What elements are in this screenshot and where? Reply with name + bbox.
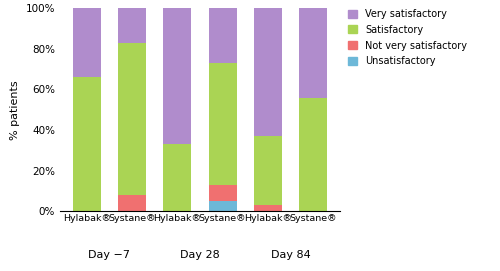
Bar [164,8,192,144]
Bar [118,43,146,195]
Bar [118,8,146,43]
Bar [299,8,328,98]
Bar [208,8,236,63]
Bar [254,136,282,205]
Bar [208,201,236,211]
Bar [164,144,192,211]
Text: Day 84: Day 84 [270,250,310,260]
Bar [299,98,328,211]
Bar [72,77,101,211]
Bar [254,8,282,136]
Y-axis label: % patients: % patients [10,80,20,140]
Bar [208,185,236,201]
Bar [254,205,282,211]
Text: Day −7: Day −7 [88,250,130,260]
Text: Day 28: Day 28 [180,250,220,260]
Bar [208,63,236,185]
Bar [118,195,146,211]
Legend: Very satisfactory, Satisfactory, Not very satisfactory, Unsatisfactory: Very satisfactory, Satisfactory, Not ver… [348,9,467,66]
Bar [72,8,101,77]
